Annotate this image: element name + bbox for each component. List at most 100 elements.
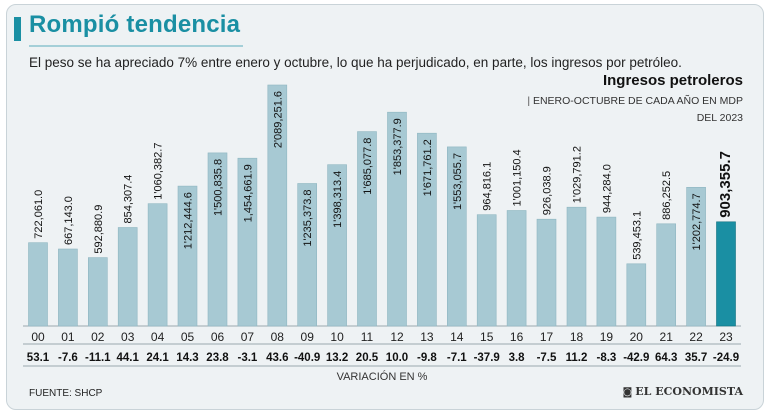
variation-label-22: 35.7 [685,352,707,364]
value-label-12: 1'853,377.9 [392,118,404,175]
bar-12 [387,111,407,327]
value-label-03: 854,307.4 [123,175,135,224]
value-label-11: 1'685,077.8 [362,138,374,195]
tick-label-01: 01 [61,330,75,344]
bar-chart: 722,061.0 00 53.1 667,143.0 01 -7.6 592,880.9 0… [23,84,741,383]
bar-03 [117,227,138,327]
variation-label-23: -24.9 [713,352,739,364]
variation-label-20: -42.9 [623,352,649,364]
variation-label-02: -11.1 [85,352,111,364]
tick-label-13: 13 [420,330,434,344]
variation-label-01: -7.6 [58,352,78,364]
subtitle: El peso se ha apreciado 7% entre enero y… [29,55,682,70]
tick-label-05: 05 [181,330,195,344]
value-label-13: 1'671,761.2 [422,139,434,196]
tick-label-03: 03 [121,330,135,344]
variation-label-21: 64.3 [655,352,677,364]
value-label-10: 1'398,313.4 [332,171,344,228]
bar-10 [327,164,347,327]
tick-label-06: 06 [211,330,225,344]
variation-label-19: -8.3 [596,352,616,364]
infographic-card: Rompió tendencia El peso se ha apreciado… [6,4,764,410]
variation-label-17: -7.5 [537,352,557,364]
chart-title: Ingresos petroleros [602,72,743,89]
bar-06 [207,152,228,327]
tick-label-11: 11 [361,330,374,344]
value-label-09: 1'235,373.8 [302,190,314,247]
variation-label-10: 13.2 [326,352,348,364]
tick-label-10: 10 [330,330,344,344]
bar-04 [147,203,168,327]
bar-20 [626,263,647,327]
variation-label-14: -7.1 [447,352,467,364]
value-label-02: 592,880.9 [93,205,105,254]
tick-label-17: 17 [540,330,554,344]
bar-08 [267,84,288,327]
brand-mark-icon: ◙ [622,387,633,398]
page-title: Rompió tendencia [29,11,241,38]
value-label-01: 667,143.0 [63,196,75,245]
title-accent-bar [14,17,21,41]
brand-logo: ◙ EL ECONOMISTA [623,385,743,398]
tick-label-21: 21 [660,330,674,344]
value-label-22: 1'202,774.7 [691,193,703,250]
bar-05 [177,185,198,327]
bar-19 [596,216,617,327]
bar-00 [28,242,48,327]
tick-label-08: 08 [271,330,285,344]
variation-label-11: 20.5 [356,352,379,364]
bar-14 [446,146,467,327]
value-label-05: 1'212,444.6 [183,192,195,249]
value-label-14: 1'553,055.7 [452,153,464,210]
tick-label-12: 12 [390,330,404,344]
variation-label-03: 44.1 [117,352,140,364]
chart-note: | ENERO-OCTUBRE DE CADA AÑO EN MDP DEL 2… [527,95,743,124]
value-label-21: 886,252.5 [661,171,673,220]
value-label-04: 1'060,382.7 [153,143,165,200]
tick-label-15: 15 [480,330,494,344]
variation-label-12: 10.0 [386,352,408,364]
tick-label-16: 16 [510,330,524,344]
bar-23 [716,221,736,327]
value-label-16: 1'001,150.4 [512,149,524,206]
tick-label-02: 02 [91,330,105,344]
bar-02 [88,257,108,327]
bar-13 [417,132,437,327]
value-label-08: 2'089,251.6 [272,91,284,148]
variation-label-00: 53.1 [27,352,50,364]
value-label-23: 903,355.7 [717,151,734,218]
title-underline [29,45,243,47]
value-label-19: 944,284.0 [601,164,613,213]
variation-label-15: -37.9 [474,352,500,364]
chart-note-text: ENERO-OCTUBRE DE CADA AÑO EN MDP DEL 202… [532,95,743,124]
variation-axis-label: VARIACIÓN EN % [337,370,428,383]
bar-18 [566,206,587,327]
value-label-00: 722,061.0 [33,190,45,239]
tick-label-07: 07 [241,330,255,344]
tick-label-19: 19 [600,330,614,344]
tick-label-18: 18 [570,330,584,344]
value-label-20: 539,453.1 [631,211,643,260]
value-label-15: 964,816.1 [482,162,494,211]
source-note: FUENTE: SHCP [29,388,103,399]
bar-07 [237,157,258,327]
bar-11 [357,131,377,327]
variation-label-18: 11.2 [566,352,588,364]
tick-label-22: 22 [689,330,703,344]
variation-label-08: 43.6 [266,352,288,364]
bar-17 [536,218,557,327]
variation-label-16: 3.8 [509,352,526,364]
bar-16 [506,210,527,327]
tick-label-14: 14 [450,330,464,344]
tick-label-23: 23 [719,330,733,344]
value-label-07: 1,454,661.9 [242,164,254,222]
tick-label-04: 04 [151,330,165,344]
tick-label-09: 09 [301,330,315,344]
tick-label-00: 00 [31,330,45,344]
value-label-18: 1'029,791.2 [572,146,584,203]
value-label-17: 926,038.9 [542,166,554,215]
bar-21 [656,223,677,327]
brand-name: EL ECONOMISTA [635,385,743,398]
bar-09 [297,183,318,327]
variation-label-07: -3.1 [237,352,257,364]
